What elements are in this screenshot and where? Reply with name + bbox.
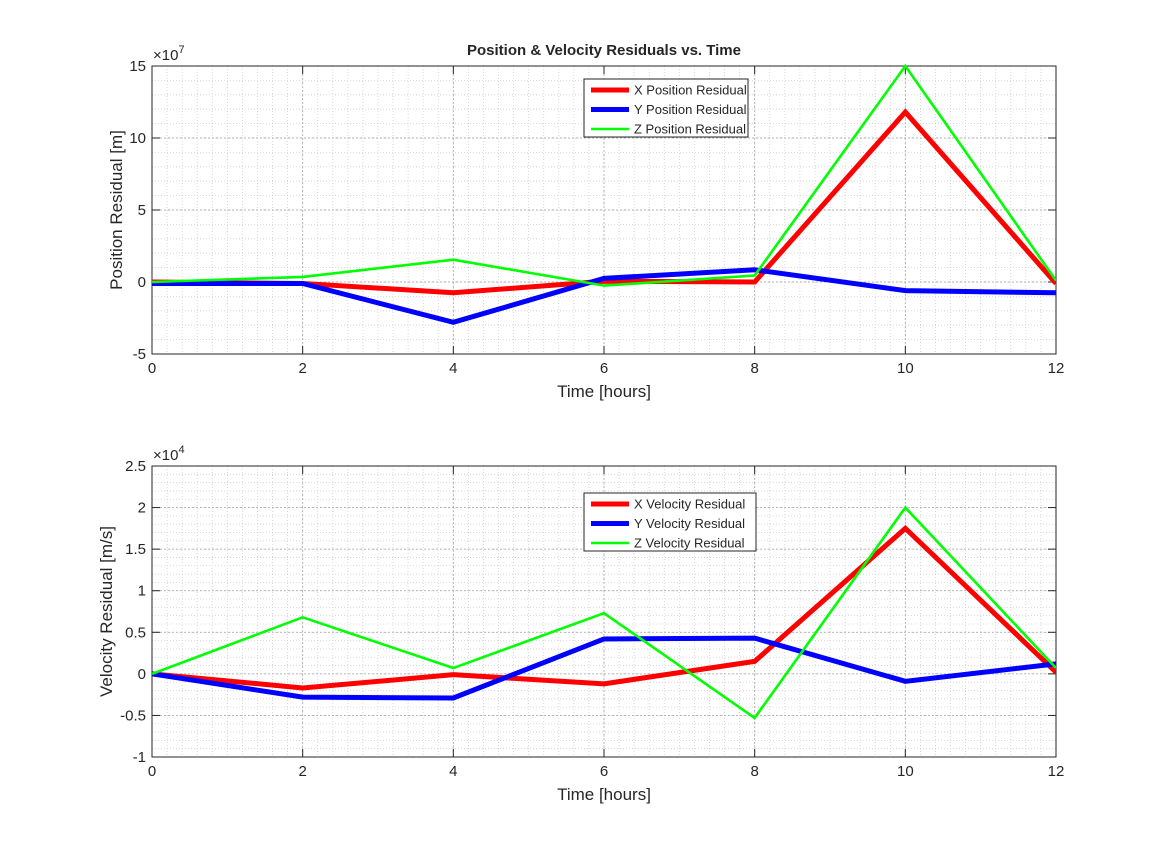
x-tick-label: 12: [1048, 360, 1065, 377]
legend: X Velocity Residual Y Velocity Residual Z …: [583, 492, 757, 552]
chart-title: Position & Velocity Residuals vs. Time: [467, 42, 741, 59]
x-tick-label: 2: [298, 360, 306, 377]
y-exponent-label: ×104: [153, 444, 185, 464]
y-axis-label: Velocity Residual [m/s]: [97, 526, 116, 697]
x-tick-label: 8: [750, 763, 758, 780]
series-group: [152, 64, 1056, 325]
x-tick-label: 12: [1048, 763, 1065, 780]
y-tick-label: 2.5: [125, 458, 146, 475]
y-tick-label: 0.5: [125, 624, 146, 641]
legend-label-1: X Velocity Residual: [634, 497, 745, 512]
y-axis-label: Position Residual [m]: [107, 130, 126, 290]
x-tick-label: 6: [600, 763, 608, 780]
legend-label-1: X Position Residual: [634, 83, 747, 98]
y-tick-label: 1: [138, 583, 146, 600]
series-line-2: [152, 267, 1056, 325]
legend: X Position Residual Y Position Residual Z …: [583, 78, 749, 138]
series-line-3: [152, 505, 1056, 720]
y-tick-label: 0: [138, 666, 146, 683]
subplot-2: 0 2 4 6 8 10 12 -1 -0.5 0 0.5 1 1.5 2 2.5 ×104 Time [hou…: [97, 444, 1064, 804]
series-line-3: [152, 64, 1056, 287]
series-line-1: [152, 524, 1056, 691]
y-tick-label: 10: [129, 130, 146, 147]
legend-label-3: Z Velocity Residual: [634, 536, 745, 551]
y-exponent-label: ×107: [153, 44, 185, 64]
x-tick-label: 4: [449, 763, 457, 780]
x-axis-label: Time [hours]: [557, 382, 651, 401]
legend-label-2: Y Position Residual: [634, 102, 747, 117]
x-tick-label: 10: [897, 763, 914, 780]
y-tick-label: 1.5: [125, 541, 146, 558]
series-line-2: [152, 635, 1056, 701]
x-tick-label: 10: [897, 360, 914, 377]
y-tick-label: 5: [138, 202, 146, 219]
x-tick-label: 6: [600, 360, 608, 377]
x-tick-label: 2: [298, 763, 306, 780]
y-tick-label: 0: [138, 274, 146, 291]
x-tick-label: 0: [148, 763, 156, 780]
series-group: [152, 505, 1056, 720]
x-tick-label: 0: [148, 360, 156, 377]
legend-label-3: Z Position Residual: [634, 122, 746, 137]
y-tick-label: 2: [138, 500, 146, 517]
legend-label-2: Y Velocity Residual: [634, 516, 745, 531]
y-tick-label: -0.5: [120, 707, 146, 724]
y-tick-label: -5: [133, 346, 146, 363]
x-tick-label: 4: [449, 360, 457, 377]
y-tick-label: -1: [133, 749, 146, 766]
y-tick-label: 15: [129, 58, 146, 75]
x-tick-label: 8: [750, 360, 758, 377]
x-axis-label: Time [hours]: [557, 785, 651, 804]
